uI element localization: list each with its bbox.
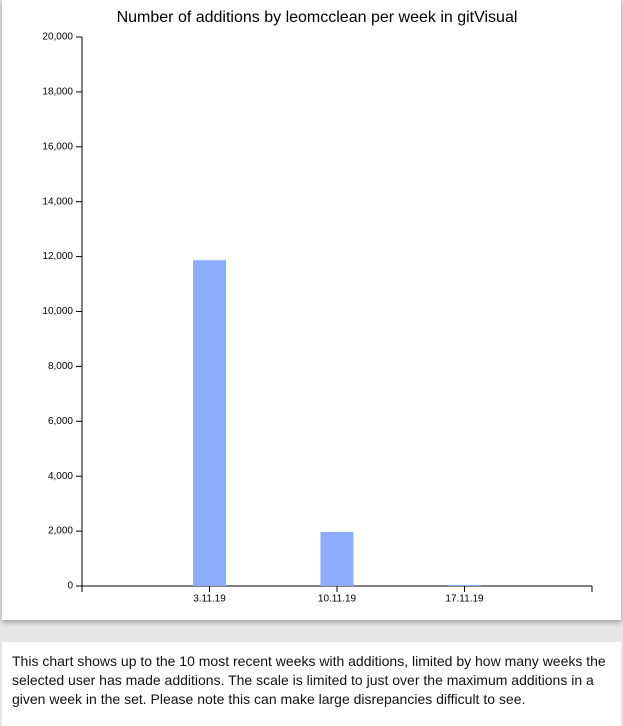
chart: Number of additions by leomcclean per we… (42, 9, 593, 605)
bar (320, 531, 354, 586)
y-tick-label: 16,000 (42, 141, 73, 152)
y-tick-label: 14,000 (42, 196, 73, 207)
x-tick-label: 17.11.19 (445, 594, 484, 605)
y-tick-label: 18,000 (42, 87, 73, 98)
y-tick-label: 10,000 (42, 306, 73, 317)
chart-card: Number of additions by leomcclean per we… (2, 0, 621, 620)
bar (193, 260, 226, 586)
y-tick-label: 8,000 (48, 361, 73, 372)
bar (448, 584, 481, 586)
y-tick-label: 20,000 (42, 32, 73, 43)
y-tick-label: 12,000 (42, 251, 73, 262)
x-tick-label: 3.11.19 (193, 594, 226, 605)
caption: This chart shows up to the 10 most recen… (2, 642, 621, 726)
y-tick-label: 2,000 (48, 526, 73, 537)
x-tick-label: 10.11.19 (318, 594, 357, 605)
y-tick-label: 0 (67, 581, 73, 592)
chart-title: Number of additions by leomcclean per we… (117, 9, 518, 26)
y-tick-label: 6,000 (48, 416, 73, 427)
y-tick-label: 4,000 (48, 471, 73, 482)
